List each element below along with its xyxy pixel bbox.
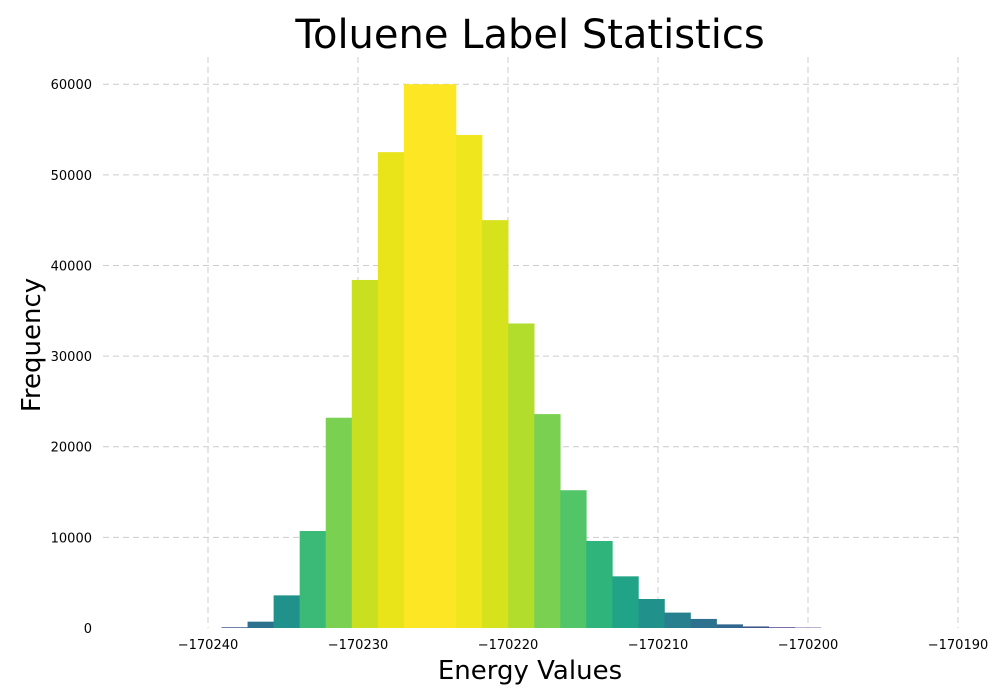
histogram-bars — [221, 84, 822, 628]
x-tick-label: −170200 — [778, 638, 839, 653]
histogram-bar — [508, 323, 535, 628]
y-tick-label: 60000 — [51, 78, 92, 93]
histogram-bar — [221, 627, 248, 628]
histogram-bar — [325, 417, 353, 628]
y-axis-label: Frequency — [17, 278, 47, 412]
histogram-bar — [429, 84, 457, 628]
histogram-bar — [351, 279, 379, 628]
histogram-bar — [612, 576, 639, 628]
histogram-bar — [768, 627, 796, 628]
histogram-bar — [586, 540, 613, 628]
x-tick-label: −170220 — [478, 638, 539, 653]
y-tick-label: 50000 — [51, 169, 92, 184]
histogram-bar — [247, 621, 274, 628]
y-tick-label: 30000 — [51, 350, 92, 365]
x-axis-label: Energy Values — [438, 656, 622, 686]
histogram-bar — [742, 626, 769, 628]
histogram-bar — [716, 624, 743, 628]
x-tick-label: −170210 — [628, 638, 689, 653]
histogram-bar — [690, 618, 717, 628]
histogram-bar — [403, 84, 431, 628]
y-tick-label: 10000 — [51, 531, 92, 546]
histogram-bar — [664, 612, 691, 628]
histogram-bar — [299, 531, 327, 628]
histogram-bar — [273, 595, 300, 628]
histogram-bar — [560, 490, 587, 628]
y-tick-label: 0 — [84, 622, 92, 637]
histogram-bar — [638, 598, 665, 628]
y-tick-label: 20000 — [51, 441, 92, 456]
chart-title: Toluene Label Statistics — [294, 12, 764, 58]
x-tick-label: −170190 — [928, 638, 989, 653]
x-tick-label: −170230 — [328, 638, 389, 653]
histogram-bar — [456, 134, 483, 628]
y-tick-label: 40000 — [51, 259, 92, 274]
histogram-bar — [482, 220, 509, 628]
tick-labels: −170240 −170230 −170220 −170210 −170200 −1701… — [51, 78, 989, 653]
histogram-bar — [534, 414, 561, 628]
x-tick-label: −170240 — [178, 638, 239, 653]
histogram-bar — [377, 152, 405, 628]
